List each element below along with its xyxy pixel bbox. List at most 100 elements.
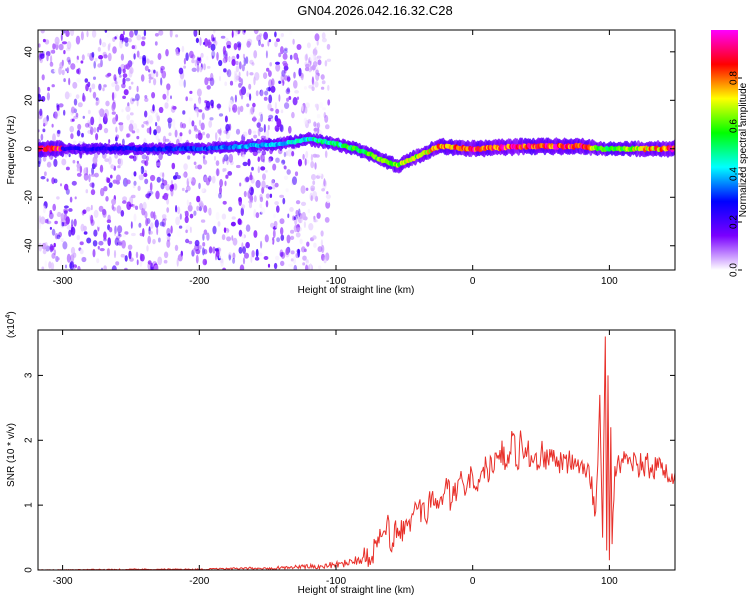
spectrogram-x-ticks: -300 -200 -100 0 100	[53, 30, 618, 287]
noise-speck	[167, 117, 173, 124]
noise-speck	[321, 37, 327, 43]
noise-speck	[275, 108, 280, 114]
noise-speck	[174, 129, 178, 138]
noise-speck	[196, 205, 200, 211]
noise-speck	[253, 134, 258, 139]
noise-speck	[185, 185, 191, 192]
noise-speck	[172, 118, 176, 128]
noise-speck	[111, 204, 115, 210]
noise-speck	[253, 208, 257, 218]
noise-speck	[114, 84, 120, 92]
noise-speck	[252, 115, 257, 123]
noise-speck	[238, 229, 243, 237]
noise-speck	[51, 123, 54, 128]
noise-speck	[282, 197, 286, 205]
noise-speck	[38, 86, 41, 95]
noise-speck	[189, 226, 192, 233]
noise-speck	[234, 30, 238, 37]
noise-speck	[44, 171, 47, 177]
noise-speck	[71, 118, 75, 122]
noise-speck	[196, 56, 200, 66]
noise-speck	[183, 79, 186, 88]
noise-speck	[310, 161, 315, 169]
noise-speck	[123, 89, 129, 96]
noise-speck	[226, 69, 232, 78]
noise-speck	[239, 264, 245, 270]
noise-speck	[265, 50, 268, 59]
noise-speck	[70, 246, 76, 255]
noise-speck	[155, 162, 161, 167]
noise-speck	[166, 207, 170, 213]
noise-speck	[217, 129, 222, 134]
noise-speck	[231, 216, 236, 220]
noise-speck	[193, 161, 197, 166]
y-tick-label: 3	[24, 372, 35, 378]
noise-speck	[162, 220, 166, 224]
noise-speck	[243, 57, 247, 66]
colorbar-tick-label: 0.4	[729, 167, 740, 181]
noise-speck	[230, 221, 236, 227]
noise-speck	[176, 257, 179, 267]
noise-speck	[278, 80, 282, 85]
noise-speck	[289, 207, 294, 212]
noise-speck	[131, 232, 136, 237]
noise-speck	[144, 110, 148, 118]
noise-speck	[189, 50, 194, 59]
noise-speck	[214, 155, 216, 161]
noise-speck	[157, 256, 163, 266]
noise-speck	[321, 80, 326, 85]
noise-speck	[65, 47, 71, 52]
noise-speck	[166, 88, 169, 97]
noise-speck	[233, 43, 238, 50]
noise-speck	[215, 211, 220, 221]
noise-speck	[286, 97, 290, 102]
noise-speck	[304, 54, 308, 62]
noise-speck	[126, 114, 131, 121]
noise-speck	[160, 77, 163, 86]
noise-speck	[60, 259, 63, 268]
noise-speck	[72, 81, 78, 89]
noise-speck	[136, 135, 140, 140]
noise-speck	[97, 219, 100, 228]
noise-speck	[66, 67, 70, 74]
noise-speck	[253, 50, 258, 59]
noise-speck	[139, 259, 143, 268]
noise-speck	[98, 240, 104, 246]
noise-speck	[198, 119, 202, 127]
noise-speck	[132, 204, 136, 208]
noise-speck	[133, 213, 137, 222]
noise-speck	[148, 69, 151, 73]
noise-speck	[202, 233, 205, 241]
noise-speck	[46, 178, 49, 182]
noise-speck	[59, 61, 64, 69]
noise-speck	[276, 118, 282, 128]
spectrogram-y-axis-label: Frequency (Hz)	[6, 116, 17, 185]
noise-speck	[213, 30, 216, 34]
noise-speck	[102, 87, 105, 92]
noise-speck	[38, 160, 41, 168]
noise-speck	[199, 66, 203, 73]
noise-speck	[81, 256, 87, 263]
noise-speck	[50, 262, 55, 270]
noise-speck	[211, 50, 216, 59]
noise-speck	[264, 90, 269, 96]
noise-speck	[249, 186, 254, 196]
noise-speck	[289, 30, 293, 36]
noise-speck	[260, 113, 263, 123]
noise-speck	[245, 56, 249, 65]
noise-speck	[122, 200, 127, 204]
noise-speck	[158, 30, 164, 36]
noise-speck	[73, 218, 77, 227]
noise-speck	[306, 159, 310, 164]
noise-speck	[320, 128, 327, 133]
noise-speck	[90, 126, 94, 135]
noise-speck	[56, 234, 61, 240]
noise-speck	[189, 213, 194, 219]
noise-speck	[142, 55, 147, 62]
noise-speck	[255, 212, 260, 219]
noise-speck	[253, 76, 256, 86]
noise-speck	[309, 263, 312, 270]
noise-speck	[222, 56, 228, 64]
noise-speck	[248, 128, 252, 135]
noise-speck	[184, 216, 189, 224]
